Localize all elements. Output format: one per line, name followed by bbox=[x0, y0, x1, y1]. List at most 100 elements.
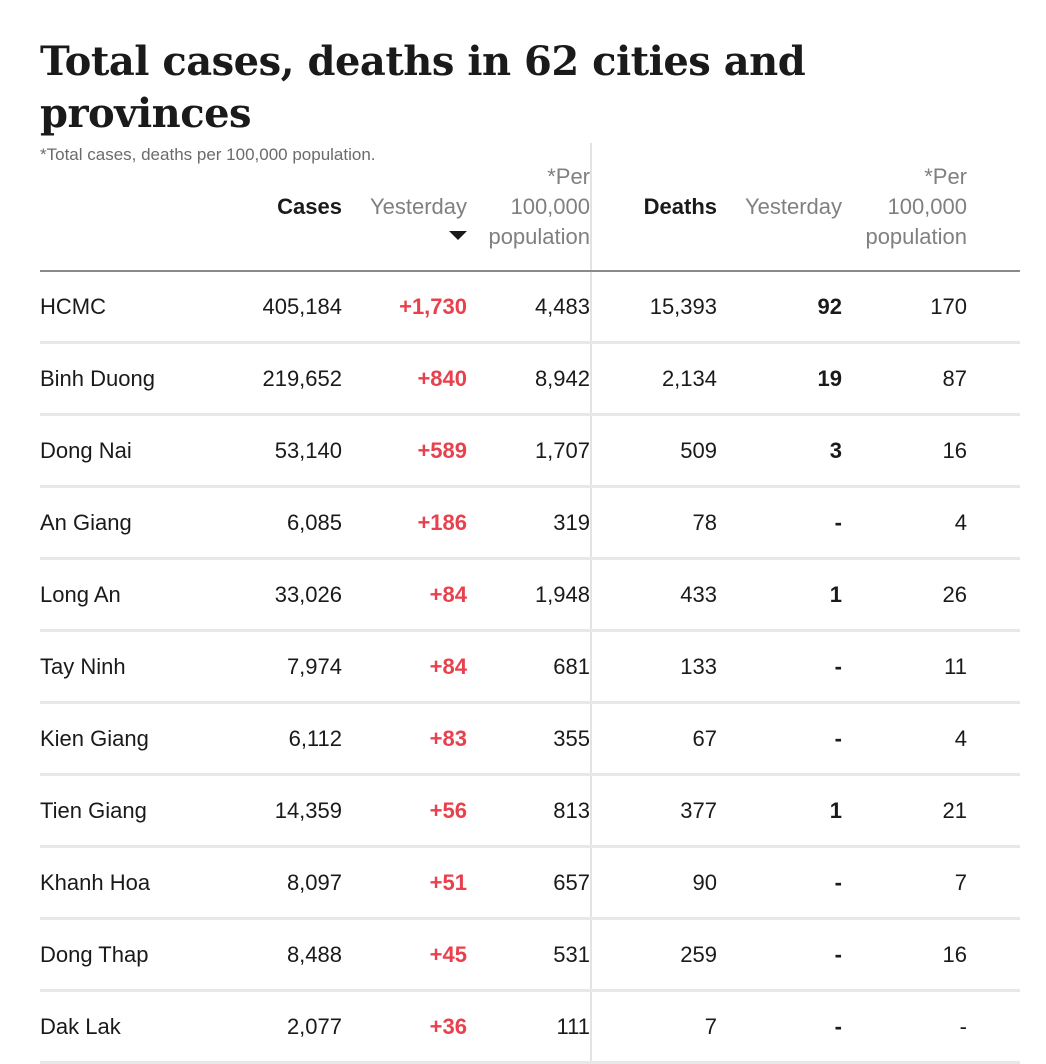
row-padding bbox=[967, 342, 1020, 416]
cell-cases: 8,097 bbox=[170, 846, 342, 920]
cell-yesterday: +51 bbox=[342, 846, 467, 920]
table-row: Dong Nai 53,140 +589 1,707 509 3 16 bbox=[40, 414, 1020, 488]
cell-deaths: 377 bbox=[590, 774, 717, 848]
cell-yesterday: +186 bbox=[342, 486, 467, 560]
cell-deaths-per-100k: 16 bbox=[842, 414, 967, 488]
cell-province: Kien Giang bbox=[40, 702, 170, 776]
cell-province: Binh Duong bbox=[40, 342, 170, 416]
row-padding bbox=[967, 630, 1020, 704]
cell-province: Dong Nai bbox=[40, 414, 170, 488]
cell-per-100k: 681 bbox=[467, 630, 591, 704]
cell-deaths-yesterday: 1 bbox=[717, 558, 842, 632]
row-padding bbox=[967, 558, 1020, 632]
cell-deaths: 90 bbox=[590, 846, 717, 920]
row-padding bbox=[967, 846, 1020, 920]
cell-province: Long An bbox=[40, 558, 170, 632]
cell-per-100k: 4,483 bbox=[467, 271, 591, 344]
cell-deaths-yesterday: - bbox=[717, 918, 842, 992]
cell-yesterday: +84 bbox=[342, 630, 467, 704]
cell-per-100k: 531 bbox=[467, 918, 591, 992]
cell-per-100k: 657 bbox=[467, 846, 591, 920]
cell-deaths-per-100k: 87 bbox=[842, 342, 967, 416]
cell-yesterday: +589 bbox=[342, 414, 467, 488]
cell-yesterday: +36 bbox=[342, 990, 467, 1064]
cell-per-100k: 8,942 bbox=[467, 342, 591, 416]
table-row: Dong Thap 8,488 +45 531 259-16 bbox=[40, 918, 1020, 992]
header-deaths-yesterday-label: Yesterday bbox=[744, 193, 842, 219]
header-dper-line1: *Per bbox=[924, 163, 967, 189]
row-padding bbox=[967, 702, 1020, 776]
row-padding bbox=[967, 414, 1020, 488]
row-padding bbox=[967, 271, 1020, 344]
table-row: Tay Ninh 7,974 +84 681 133-11 bbox=[40, 630, 1020, 704]
cell-province: Tay Ninh bbox=[40, 630, 170, 704]
cell-deaths-yesterday: 3 bbox=[717, 414, 842, 488]
cell-deaths-per-100k: 7 bbox=[842, 846, 967, 920]
cell-deaths-yesterday: 92 bbox=[717, 271, 842, 344]
cell-deaths: 259 bbox=[590, 918, 717, 992]
cell-yesterday: +45 bbox=[342, 918, 467, 992]
cell-cases: 6,112 bbox=[170, 702, 342, 776]
table-row: Tien Giang 14,359 +56 813 377 1 21 bbox=[40, 774, 1020, 848]
cell-cases: 53,140 bbox=[170, 414, 342, 488]
cell-cases: 33,026 bbox=[170, 558, 342, 632]
cell-deaths: 67 bbox=[590, 702, 717, 776]
row-padding bbox=[967, 990, 1020, 1064]
cell-cases: 6,085 bbox=[170, 486, 342, 560]
header-per-line1: *Per bbox=[547, 163, 590, 189]
stats-panel: Total cases, deaths in 62 cities and pro… bbox=[40, 36, 1020, 1064]
header-cases-label: Cases bbox=[277, 193, 342, 219]
cell-deaths: 7 bbox=[590, 990, 717, 1064]
cell-yesterday: +1,730 bbox=[342, 271, 467, 344]
header-deaths-label: Deaths bbox=[643, 193, 717, 219]
triangle-down-icon[interactable] bbox=[449, 231, 467, 240]
cell-yesterday: +840 bbox=[342, 342, 467, 416]
header-deaths-per-100k[interactable]: *Per 100,000 population bbox=[842, 143, 967, 272]
table-row: Binh Duong 219,652 +840 8,942 2,134 19 87 bbox=[40, 342, 1020, 416]
table-row: HCMC 405,184 +1,730 4,483 15,393 92 170 bbox=[40, 271, 1020, 344]
cell-deaths: 433 bbox=[590, 558, 717, 632]
cell-cases: 2,077 bbox=[170, 990, 342, 1064]
table-body: HCMC 405,184 +1,730 4,483 15,393 92 170 Binh Du… bbox=[40, 271, 1020, 1064]
header-per-100k[interactable]: *Per 100,000 population bbox=[467, 143, 591, 272]
cell-deaths-per-100k: 16 bbox=[842, 918, 967, 992]
table-row: Dak Lak 2,077 +36 111 7- - bbox=[40, 990, 1020, 1064]
cell-deaths-yesterday: - bbox=[717, 630, 842, 704]
cell-deaths: 509 bbox=[590, 414, 717, 488]
header-padding bbox=[967, 143, 1020, 272]
cell-yesterday: +83 bbox=[342, 702, 467, 776]
cell-deaths: 78 bbox=[590, 486, 717, 560]
header-deaths-yesterday[interactable]: Yesterday bbox=[717, 143, 842, 272]
table-row: Khanh Hoa 8,097 +51 657 90-7 bbox=[40, 846, 1020, 920]
row-padding bbox=[967, 486, 1020, 560]
cell-province: HCMC bbox=[40, 271, 170, 344]
cell-deaths-yesterday: 1 bbox=[717, 774, 842, 848]
row-padding bbox=[967, 918, 1020, 992]
row-padding bbox=[967, 774, 1020, 848]
cell-per-100k: 355 bbox=[467, 702, 591, 776]
header-cases[interactable]: Cases bbox=[170, 143, 342, 272]
cell-deaths-per-100k: 11 bbox=[842, 630, 967, 704]
table-header: Cases Yesterday *Per 100,000 population … bbox=[40, 143, 1020, 272]
table-row: Kien Giang 6,112 +83 355 67-4 bbox=[40, 702, 1020, 776]
cell-province: Dak Lak bbox=[40, 990, 170, 1064]
header-deaths[interactable]: Deaths bbox=[590, 143, 717, 272]
page-title: Total cases, deaths in 62 cities and pro… bbox=[40, 38, 806, 137]
cell-per-100k: 813 bbox=[467, 774, 591, 848]
header-yesterday[interactable]: Yesterday bbox=[342, 143, 467, 272]
cell-per-100k: 111 bbox=[467, 990, 591, 1064]
header-yesterday-label: Yesterday bbox=[369, 193, 467, 219]
cell-province: Khanh Hoa bbox=[40, 846, 170, 920]
header-per-line3: population bbox=[488, 223, 590, 249]
table-row: Long An 33,026 +84 1,948 433 1 26 bbox=[40, 558, 1020, 632]
cell-deaths-per-100k: 170 bbox=[842, 271, 967, 344]
header-per-line2: 100,000 bbox=[510, 193, 590, 219]
cell-cases: 219,652 bbox=[170, 342, 342, 416]
cell-deaths-yesterday: 19 bbox=[717, 342, 842, 416]
cell-per-100k: 1,948 bbox=[467, 558, 591, 632]
cell-deaths-yesterday: - bbox=[717, 990, 842, 1064]
header-dper-line3: population bbox=[865, 223, 967, 249]
cell-deaths-yesterday: - bbox=[717, 486, 842, 560]
cases-table: Cases Yesterday *Per 100,000 population … bbox=[40, 143, 1020, 1064]
cell-deaths-per-100k: 4 bbox=[842, 702, 967, 776]
